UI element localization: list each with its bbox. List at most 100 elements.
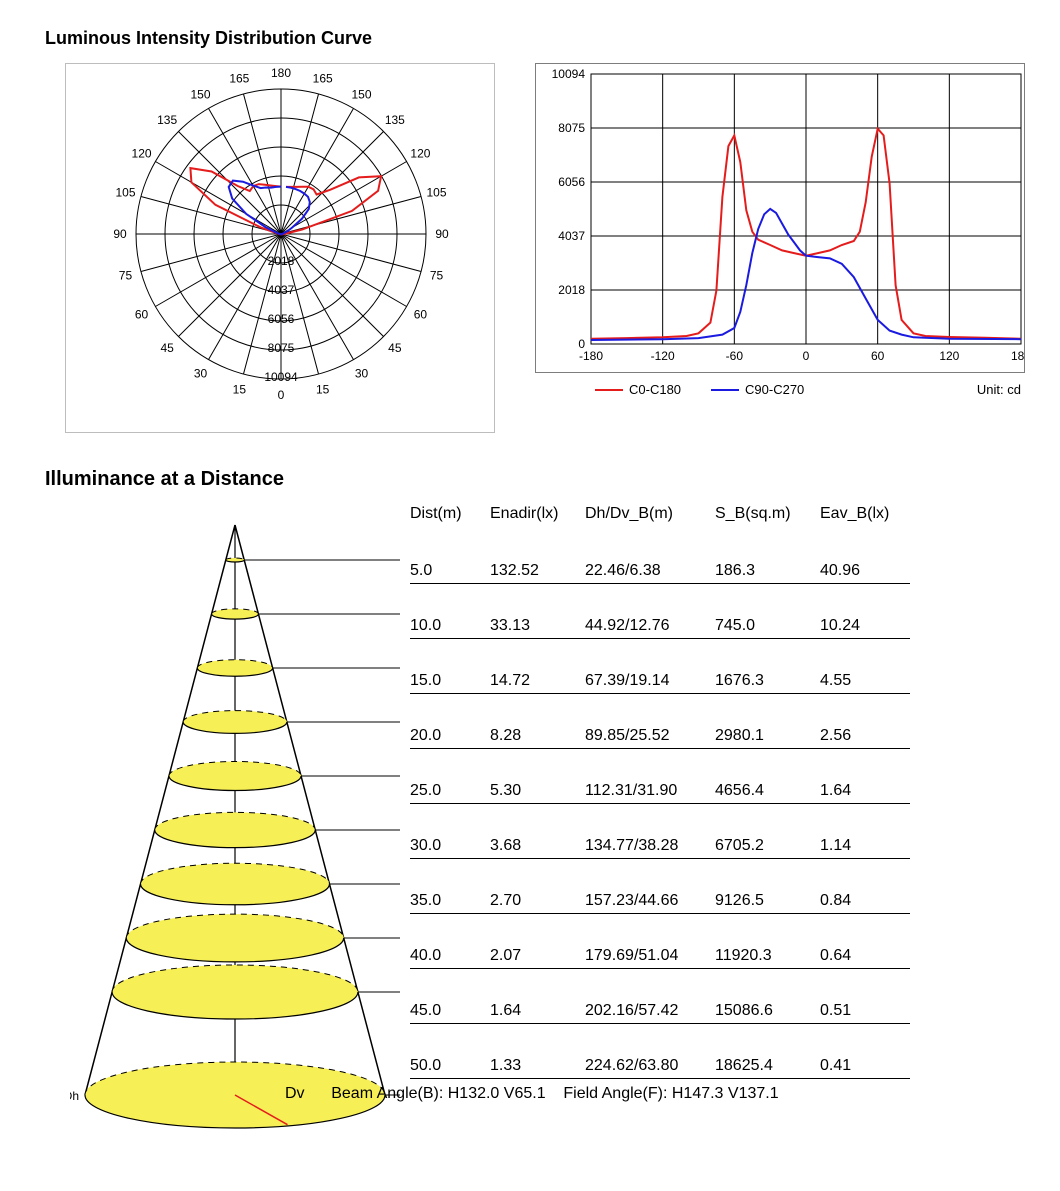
title-illuminance: Illuminance at a Distance: [45, 468, 1040, 491]
svg-text:2018: 2018: [268, 254, 295, 268]
cell-sb: 9126.5: [715, 892, 820, 910]
svg-text:10094: 10094: [552, 67, 586, 81]
table-row: 35.02.70157.23/44.669126.50.84: [410, 888, 910, 914]
hdr-dist: Dist(m): [410, 505, 490, 523]
footer-line: Dv Beam Angle(B): H132.0 V65.1 Field Ang…: [285, 1085, 910, 1103]
cell-eav: 2.56: [820, 727, 910, 745]
cell-enadir: 14.72: [490, 672, 585, 690]
svg-text:120: 120: [132, 147, 152, 161]
cell-sb: 4656.4: [715, 782, 820, 800]
svg-text:8075: 8075: [558, 121, 585, 135]
svg-text:165: 165: [229, 71, 249, 85]
legend-c0: C0-C180: [595, 382, 681, 397]
svg-text:15: 15: [233, 383, 247, 397]
cell-enadir: 132.52: [490, 562, 585, 580]
illuminance-wrap: Dh Dist(m) Enadir(lx) Dh/Dv_B(m) S_B(sq.…: [70, 505, 1040, 1145]
svg-text:60: 60: [135, 308, 149, 322]
table-row: 30.03.68134.77/38.286705.21.14: [410, 833, 910, 859]
hdr-eav: Eav_B(lx): [820, 505, 910, 523]
table-row: 45.01.64202.16/57.4215086.60.51: [410, 998, 910, 1024]
svg-text:6056: 6056: [268, 312, 295, 326]
svg-text:135: 135: [385, 113, 405, 127]
cell-sb: 186.3: [715, 562, 820, 580]
svg-text:45: 45: [160, 341, 174, 355]
svg-text:30: 30: [194, 366, 208, 380]
cell-enadir: 5.30: [490, 782, 585, 800]
cell-enadir: 1.64: [490, 1002, 585, 1020]
svg-text:10094: 10094: [264, 370, 298, 384]
svg-text:75: 75: [430, 269, 444, 283]
svg-text:165: 165: [313, 71, 333, 85]
cartesian-chart-wrap: -180-120-6006012018002018403760568075100…: [535, 63, 1025, 397]
svg-text:135: 135: [157, 113, 177, 127]
svg-text:8075: 8075: [268, 341, 295, 355]
cell-dhdv: 179.69/51.04: [585, 947, 715, 965]
cell-dhdv: 67.39/19.14: [585, 672, 715, 690]
svg-text:45: 45: [388, 341, 402, 355]
legend-row: C0-C180 C90-C270 Unit: cd: [535, 382, 1025, 397]
svg-text:105: 105: [115, 185, 135, 199]
table-row: 25.05.30112.31/31.904656.41.64: [410, 778, 910, 804]
svg-text:90: 90: [113, 227, 127, 241]
cell-dhdv: 134.77/38.28: [585, 837, 715, 855]
cell-dhdv: 44.92/12.76: [585, 617, 715, 635]
cell-dist: 5.0: [410, 562, 490, 580]
svg-text:4037: 4037: [268, 283, 295, 297]
cell-enadir: 33.13: [490, 617, 585, 635]
cell-dist: 40.0: [410, 947, 490, 965]
cell-dist: 50.0: [410, 1057, 490, 1075]
cell-eav: 1.14: [820, 837, 910, 855]
cell-enadir: 3.68: [490, 837, 585, 855]
field-angle: Field Angle(F): H147.3 V137.1: [563, 1085, 778, 1102]
legend-swatch-c0: [595, 389, 623, 391]
cell-dhdv: 157.23/44.66: [585, 892, 715, 910]
cell-eav: 0.64: [820, 947, 910, 965]
cell-dist: 25.0: [410, 782, 490, 800]
cell-eav: 0.51: [820, 1002, 910, 1020]
cell-eav: 0.84: [820, 892, 910, 910]
cell-dhdv: 112.31/31.90: [585, 782, 715, 800]
hdr-enadir: Enadir(lx): [490, 505, 585, 523]
cartesian-chart: -180-120-6006012018002018403760568075100…: [535, 63, 1025, 373]
table-row: 20.08.2889.85/25.522980.12.56: [410, 723, 910, 749]
table-row: 40.02.07179.69/51.0411920.30.64: [410, 943, 910, 969]
svg-text:0: 0: [578, 337, 585, 351]
svg-text:2018: 2018: [558, 283, 585, 297]
cell-eav: 0.41: [820, 1057, 910, 1075]
cell-sb: 18625.4: [715, 1057, 820, 1075]
svg-text:60: 60: [871, 349, 885, 363]
cell-dist: 15.0: [410, 672, 490, 690]
cell-eav: 1.64: [820, 782, 910, 800]
cell-eav: 4.55: [820, 672, 910, 690]
svg-text:120: 120: [410, 147, 430, 161]
hdr-dhdv: Dh/Dv_B(m): [585, 505, 715, 523]
cell-enadir: 8.28: [490, 727, 585, 745]
svg-text:120: 120: [939, 349, 959, 363]
svg-text:-60: -60: [726, 349, 744, 363]
polar-chart-box: 0151530304545606075759090105105120120135…: [65, 63, 495, 438]
hdr-sb: S_B(sq.m): [715, 505, 820, 523]
cell-sb: 2980.1: [715, 727, 820, 745]
svg-text:105: 105: [426, 185, 446, 199]
cell-enadir: 1.33: [490, 1057, 585, 1075]
cell-enadir: 2.70: [490, 892, 585, 910]
polar-chart: 0151530304545606075759090105105120120135…: [65, 63, 495, 433]
illuminance-table: Dist(m) Enadir(lx) Dh/Dv_B(m) S_B(sq.m) …: [400, 505, 910, 1145]
table-row: 15.014.7267.39/19.141676.34.55: [410, 668, 910, 694]
legend-label-c0: C0-C180: [629, 382, 681, 397]
svg-text:0: 0: [803, 349, 810, 363]
cell-dist: 10.0: [410, 617, 490, 635]
beam-angle: Beam Angle(B): H132.0 V65.1: [331, 1085, 545, 1102]
svg-text:6056: 6056: [558, 175, 585, 189]
cell-sb: 1676.3: [715, 672, 820, 690]
cone-diagram: Dh: [70, 505, 400, 1145]
svg-text:Dh: Dh: [70, 1089, 79, 1103]
svg-text:90: 90: [435, 227, 449, 241]
svg-text:15: 15: [316, 383, 330, 397]
cell-dist: 20.0: [410, 727, 490, 745]
cell-sb: 15086.6: [715, 1002, 820, 1020]
cell-sb: 11920.3: [715, 947, 820, 965]
legend-c90: C90-C270: [711, 382, 804, 397]
svg-text:-120: -120: [651, 349, 675, 363]
cell-dhdv: 22.46/6.38: [585, 562, 715, 580]
